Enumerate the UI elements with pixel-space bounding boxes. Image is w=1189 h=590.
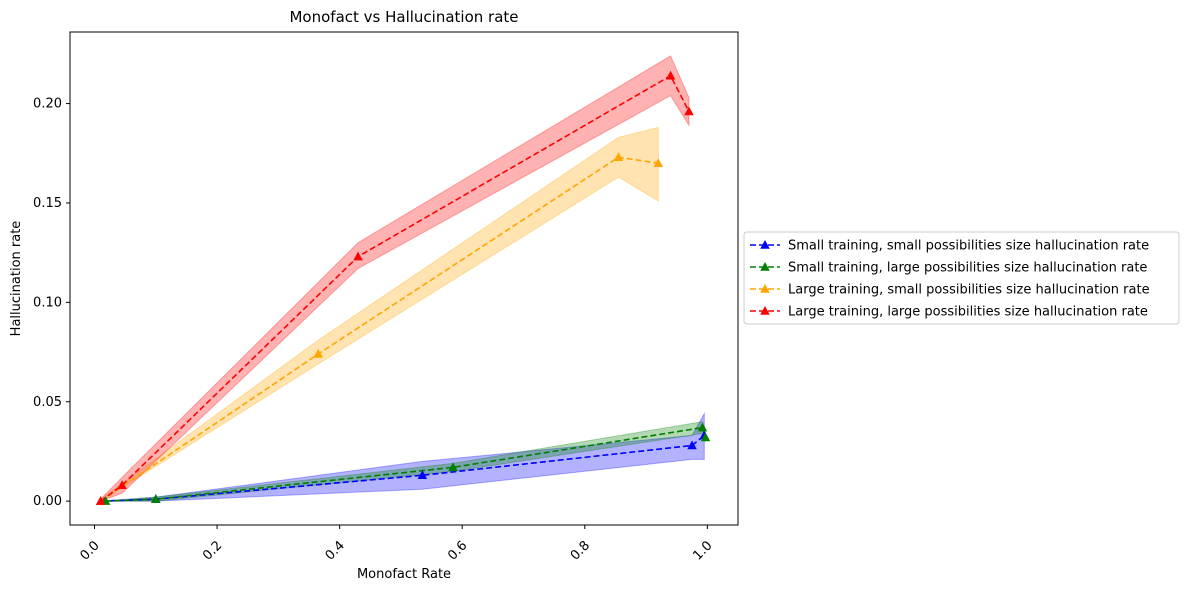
data-point bbox=[653, 158, 664, 167]
data-point bbox=[697, 422, 708, 432]
legend-marker bbox=[760, 284, 770, 293]
legend-entry-label: Large training, small possibilities size… bbox=[788, 283, 1150, 298]
x-tick-label: 0.4 bbox=[323, 538, 348, 563]
confidence-band-3 bbox=[100, 55, 690, 502]
y-tick-label: 0.05 bbox=[33, 395, 62, 410]
chart-title: Monofact vs Hallucination rate bbox=[289, 8, 518, 26]
plot-frame bbox=[69, 31, 739, 526]
data-point bbox=[353, 251, 363, 261]
legend-entry-label: Small training, small possibilities size… bbox=[788, 239, 1149, 254]
series-markers bbox=[95, 70, 711, 505]
legend-box bbox=[743, 231, 1180, 325]
legend-marker bbox=[760, 262, 770, 271]
data-point bbox=[665, 70, 676, 80]
data-point bbox=[117, 480, 127, 489]
x-tick-label: 0.2 bbox=[200, 538, 225, 563]
data-point bbox=[448, 462, 458, 472]
x-axis-ticks: 0.0 0.2 0.4 0.6 0.8 1.0 bbox=[78, 525, 716, 564]
data-point bbox=[313, 349, 323, 358]
data-point bbox=[700, 432, 711, 442]
legend-marker bbox=[760, 240, 770, 249]
legend-marker bbox=[760, 306, 770, 315]
y-tick-label: 0.15 bbox=[33, 196, 62, 211]
legend: Small training, small possibilities size… bbox=[743, 231, 1180, 325]
y-axis-ticks: 0.00 0.05 0.10 0.15 0.20 bbox=[33, 97, 70, 509]
data-point bbox=[417, 470, 428, 480]
legend-entry-label: Large training, large possibilities size… bbox=[788, 305, 1148, 320]
legend-entry-label: Small training, large possibilities size… bbox=[788, 261, 1147, 276]
x-tick-label: 0.0 bbox=[78, 538, 103, 563]
y-tick-label: 0.20 bbox=[33, 97, 62, 112]
data-point bbox=[684, 106, 694, 116]
x-axis-label: Monofact Rate bbox=[357, 567, 451, 582]
x-tick-label: 0.8 bbox=[568, 538, 593, 563]
series-line-2 bbox=[100, 156, 659, 502]
y-tick-label: 0.10 bbox=[33, 295, 62, 310]
x-tick-label: 1.0 bbox=[690, 538, 715, 563]
y-axis-label: Hallucination rate bbox=[9, 221, 24, 337]
data-point bbox=[687, 440, 697, 450]
data-point bbox=[95, 496, 106, 505]
x-tick-label: 0.6 bbox=[445, 538, 470, 563]
data-point bbox=[613, 152, 624, 161]
data-point bbox=[151, 494, 161, 503]
y-tick-label: 0.00 bbox=[33, 494, 62, 509]
confidence-bands bbox=[100, 55, 707, 503]
